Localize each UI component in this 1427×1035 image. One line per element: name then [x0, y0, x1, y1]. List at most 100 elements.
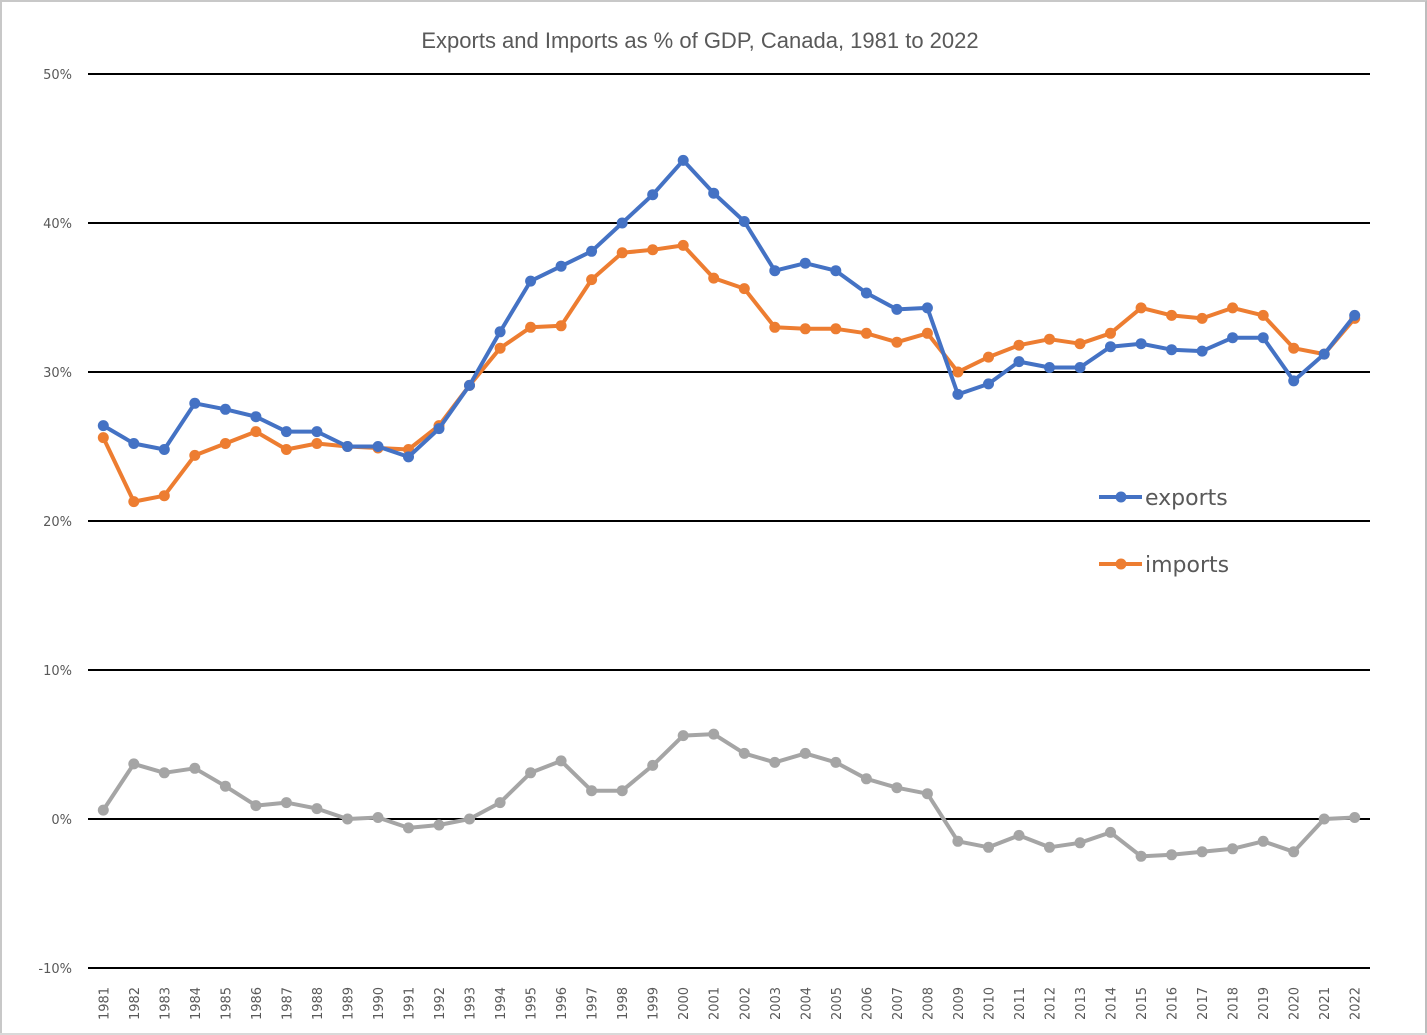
- exports-point: [1135, 338, 1147, 350]
- series-imports: [97, 239, 1361, 508]
- x-tick-label: 2000: [677, 987, 692, 1020]
- balance-point: [1166, 849, 1178, 861]
- imports-point: [921, 327, 933, 339]
- exports-point: [189, 397, 201, 409]
- y-tick-label: -10%: [38, 962, 72, 977]
- imports-point: [647, 244, 659, 256]
- exports-point: [1166, 344, 1178, 356]
- exports-point: [311, 426, 323, 438]
- x-tick-label: 2013: [1074, 987, 1089, 1020]
- imports-point: [1105, 327, 1116, 339]
- balance-point: [219, 780, 231, 792]
- y-axis-labels: 50% 40% 30% 20% 10% 0% -10%: [38, 68, 72, 977]
- x-tick-label: 2002: [738, 987, 753, 1020]
- gridlines: [88, 73, 1370, 969]
- x-tick-label: 2014: [1105, 987, 1120, 1020]
- exports-point: [403, 451, 414, 463]
- balance-point: [677, 730, 689, 742]
- imports-point: [799, 323, 811, 335]
- imports-point: [128, 496, 140, 508]
- x-tick-label: 2018: [1227, 987, 1242, 1020]
- legend: exports imports: [1099, 486, 1229, 578]
- imports-point: [1257, 309, 1269, 321]
- exports-point: [677, 154, 689, 166]
- imports-point: [555, 320, 567, 332]
- imports-point: [769, 321, 781, 333]
- exports-point: [799, 257, 811, 269]
- x-tick-label: 1999: [647, 987, 662, 1020]
- balance-point: [891, 782, 903, 794]
- balance-point: [433, 819, 445, 831]
- imports-point: [708, 272, 720, 284]
- balance-point: [830, 756, 842, 768]
- imports-point: [1227, 302, 1239, 314]
- imports-point: [952, 366, 964, 378]
- imports-point: [830, 323, 842, 335]
- exports-point: [250, 411, 262, 423]
- balance-point: [158, 767, 170, 779]
- y-tick-label: 0%: [51, 813, 72, 828]
- x-tick-label: 2007: [891, 987, 906, 1020]
- imports-point: [158, 490, 170, 502]
- exports-point: [921, 302, 933, 314]
- x-tick-label: 2021: [1318, 987, 1333, 1020]
- exports-point: [1288, 375, 1300, 387]
- x-tick-label: 2005: [830, 987, 845, 1020]
- balance-point: [555, 755, 567, 767]
- x-tick-label: 1993: [464, 987, 479, 1020]
- x-tick-label: 2003: [769, 987, 784, 1020]
- x-tick-label: 1990: [372, 987, 387, 1020]
- x-tick-label: 2006: [860, 987, 875, 1020]
- imports-point: [1135, 302, 1147, 314]
- balance-point: [1288, 846, 1300, 858]
- exports-point: [494, 326, 506, 338]
- balance-point: [1318, 813, 1330, 825]
- exports-point: [128, 438, 140, 449]
- exports-point: [952, 388, 964, 400]
- balance-point: [280, 797, 292, 809]
- imports-point: [1044, 333, 1055, 345]
- balance-point: [97, 804, 109, 816]
- exports-point: [433, 423, 445, 435]
- balance-point: [738, 747, 750, 759]
- x-tick-label: 1998: [616, 987, 631, 1020]
- balance-point: [799, 747, 811, 759]
- exports-point: [1257, 332, 1269, 344]
- legend-item-exports: exports: [1099, 486, 1228, 511]
- x-tick-label: 2004: [799, 987, 814, 1020]
- imports-point: [311, 438, 323, 449]
- x-tick-label: 2019: [1257, 987, 1272, 1020]
- imports-line: [101, 243, 1357, 504]
- legend-item-imports: imports: [1099, 553, 1229, 578]
- y-tick-label: 50%: [43, 68, 72, 83]
- legend-label: imports: [1145, 553, 1229, 578]
- imports-point: [494, 342, 506, 354]
- exports-point: [525, 275, 537, 287]
- balance-point: [1227, 843, 1239, 855]
- balance-point: [708, 728, 720, 740]
- balance-point: [403, 822, 414, 834]
- exports-point: [1349, 309, 1361, 321]
- balance-point: [921, 788, 933, 800]
- imports-point: [1013, 339, 1025, 351]
- x-tick-label: 1985: [219, 987, 234, 1020]
- legend-label: exports: [1145, 486, 1228, 511]
- x-tick-label: 1997: [586, 987, 601, 1020]
- x-tick-label: 2017: [1196, 987, 1211, 1020]
- balance-point: [311, 803, 323, 815]
- exports-point: [1105, 341, 1116, 353]
- balance-point: [1044, 841, 1055, 853]
- balance-point: [494, 797, 506, 809]
- legend-marker-icon: [1115, 558, 1127, 570]
- imports-point: [1288, 342, 1300, 354]
- exports-point: [464, 379, 475, 391]
- x-tick-label: 1986: [250, 987, 265, 1020]
- x-tick-label: 2016: [1166, 987, 1181, 1020]
- exports-point: [555, 260, 567, 272]
- imports-point: [616, 247, 628, 259]
- x-axis-labels: 1981 1982 1983 1984 1985 1986 1987 1988 1989 1990…: [97, 987, 1363, 1020]
- x-tick-label: 2008: [921, 987, 936, 1020]
- series-balance: [97, 728, 1361, 862]
- balance-point: [250, 800, 262, 812]
